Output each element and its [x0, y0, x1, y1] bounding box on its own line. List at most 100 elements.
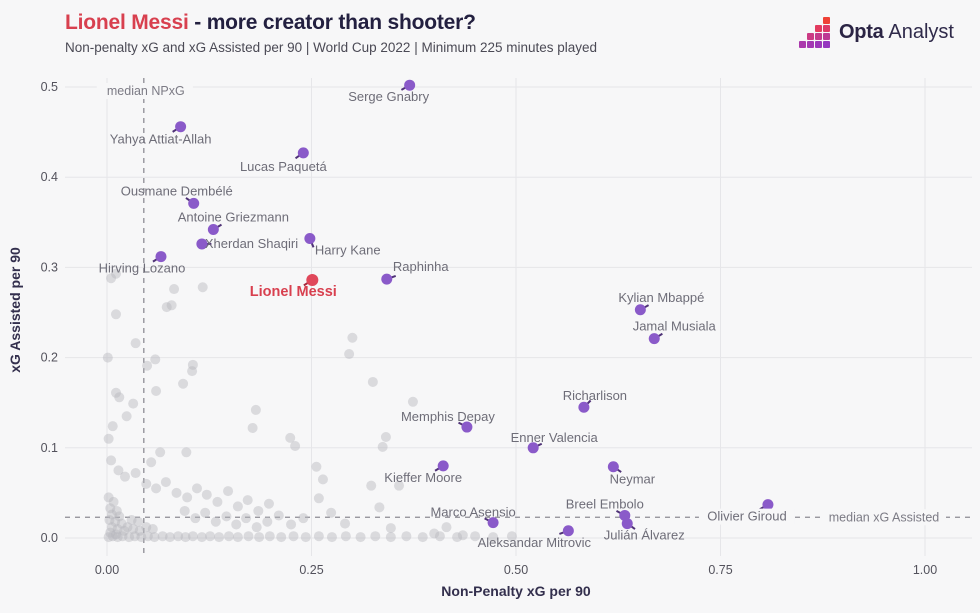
background-point	[367, 376, 378, 387]
background-point	[173, 531, 184, 542]
background-point	[191, 483, 202, 494]
point-neymar	[607, 461, 619, 473]
background-point	[105, 527, 116, 538]
logo-square-icon	[815, 33, 823, 40]
background-point	[119, 525, 130, 536]
x-tick-label: 0.25	[299, 563, 323, 577]
background-point	[142, 360, 153, 371]
logo-empty-cell	[799, 17, 806, 24]
background-point	[155, 447, 166, 458]
background-point	[141, 478, 152, 489]
median-npxg-label: median NPxG	[107, 84, 185, 98]
background-point	[187, 531, 198, 542]
background-point	[377, 441, 388, 452]
background-point	[300, 532, 311, 543]
background-point	[130, 338, 141, 349]
background-point	[114, 392, 125, 403]
logo-empty-cell	[815, 17, 822, 24]
background-point	[253, 505, 264, 516]
background-point	[111, 505, 122, 516]
background-point	[103, 532, 114, 543]
background-point	[488, 532, 499, 543]
background-point	[285, 432, 296, 443]
label-richarlison: Richarlison	[563, 388, 627, 403]
background-point	[130, 468, 141, 479]
background-point	[214, 532, 225, 543]
brand-text: Opta Analyst	[839, 21, 954, 44]
background-point	[347, 332, 358, 343]
background-point	[107, 531, 118, 542]
title-rest: - more creator than shooter?	[188, 11, 476, 34]
y-tick-label: 0.3	[41, 260, 58, 274]
label-olivier-giroud: Olivier Giroud	[707, 509, 786, 524]
background-point	[254, 532, 265, 543]
background-point	[317, 474, 328, 485]
background-point	[119, 471, 130, 482]
background-point	[166, 300, 177, 311]
background-point	[116, 518, 127, 529]
label-lionel-messi: Lionel Messi	[250, 284, 337, 300]
background-point	[106, 273, 117, 284]
header: Lionel Messi - more creator than shooter…	[65, 11, 597, 55]
opta-logo-icon	[799, 17, 831, 48]
point-xherdan-shaqiri	[196, 238, 208, 250]
background-point	[232, 501, 243, 512]
background-point	[290, 440, 301, 451]
label-mask	[822, 509, 946, 526]
background-point	[136, 532, 147, 543]
background-point	[110, 516, 121, 527]
label-hirving-lozano: Hirving Lozano	[99, 261, 186, 276]
background-point	[326, 532, 337, 543]
background-point	[164, 532, 175, 543]
background-point	[110, 309, 121, 320]
background-point	[243, 531, 254, 542]
point-hirving-lozano	[155, 251, 167, 263]
background-point	[122, 522, 133, 533]
background-point	[103, 492, 114, 503]
logo-square-icon	[815, 41, 823, 48]
background-point	[263, 498, 274, 509]
label-aleksandar-mitrovic: Aleksandar Mitrovic	[478, 535, 592, 550]
background-point	[457, 530, 468, 541]
background-point	[112, 523, 123, 534]
x-tick-label: 0.00	[95, 563, 119, 577]
background-point	[470, 531, 481, 542]
logo-square-icon	[823, 33, 831, 40]
background-point	[128, 523, 139, 534]
point-harry-kane	[304, 233, 316, 245]
label-marco-asensio: Marco Asensio	[430, 505, 515, 520]
background-point	[146, 457, 157, 468]
background-point	[264, 531, 275, 542]
background-point	[197, 282, 208, 293]
brand-name-bold: Opta	[839, 21, 884, 43]
background-point	[117, 531, 128, 542]
subtitle: Non-penalty xG and xG Assisted per 90 | …	[65, 40, 598, 55]
background-point	[506, 531, 517, 542]
background-point	[114, 511, 125, 522]
point-yahya-attiat-allah	[175, 121, 187, 133]
point-juli-n-lvarez	[621, 518, 633, 530]
background-point	[212, 496, 223, 507]
point-olivier-giroud	[762, 499, 774, 511]
label-memphis-depay: Memphis Depay	[401, 409, 495, 424]
point-enner-valencia	[527, 442, 539, 454]
background-point	[149, 532, 160, 543]
background-point	[178, 378, 189, 389]
logo-square-icon	[807, 41, 815, 48]
background-point	[187, 366, 198, 377]
background-point	[157, 531, 168, 542]
logo-empty-cell	[807, 17, 814, 24]
background-point	[128, 398, 139, 409]
label-ousmane-demb-l: Ousmane Dembélé	[121, 183, 233, 198]
background-point	[187, 359, 198, 370]
label-juli-n-lvarez: Julián Álvarez	[604, 528, 685, 543]
background-point	[242, 495, 253, 506]
background-point	[286, 519, 297, 530]
background-point	[106, 455, 117, 466]
background-point	[355, 532, 366, 543]
background-point	[417, 532, 428, 543]
label-breel-embolo: Breel Embolo	[566, 496, 644, 511]
background-point	[169, 284, 180, 295]
background-point	[366, 480, 377, 491]
background-point	[374, 502, 385, 513]
